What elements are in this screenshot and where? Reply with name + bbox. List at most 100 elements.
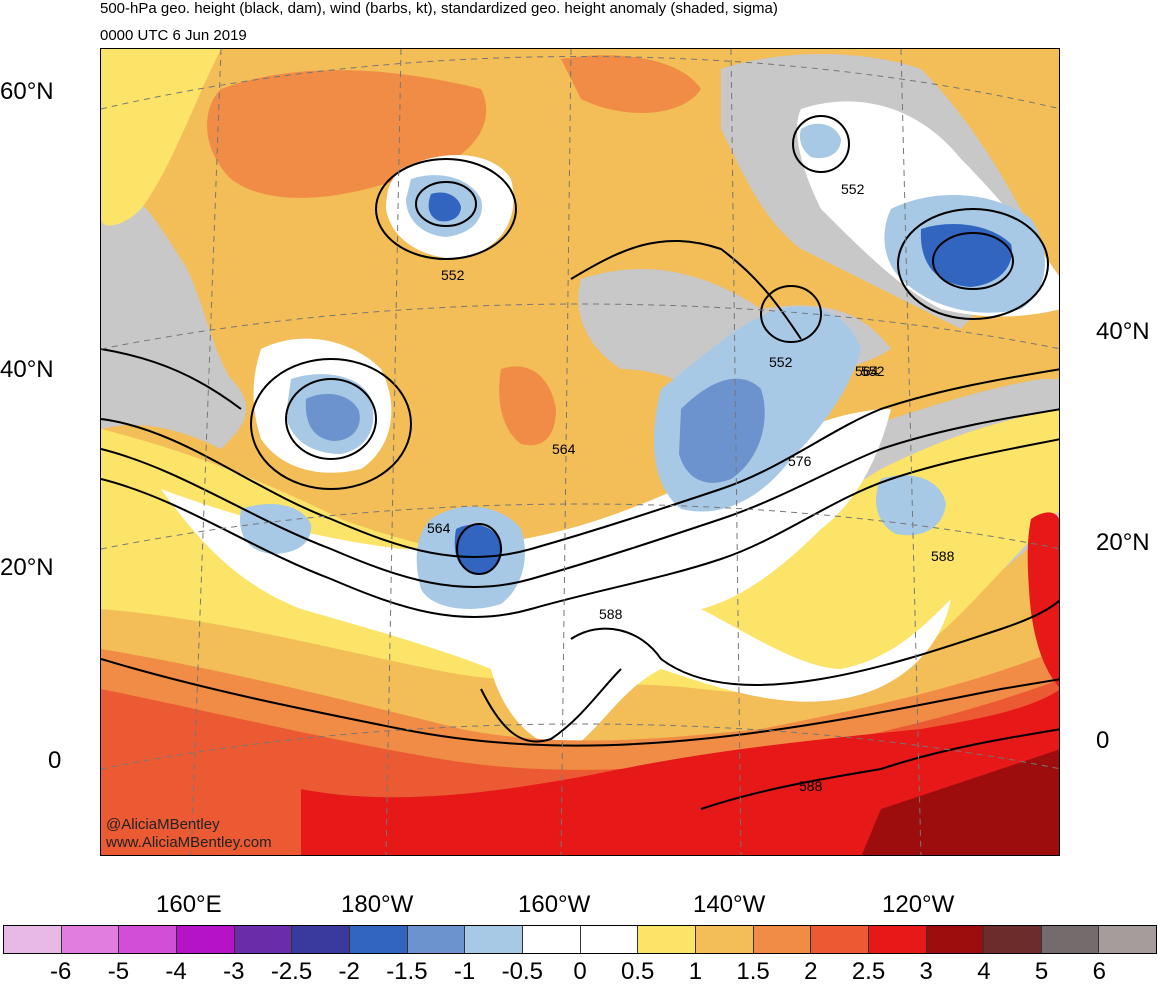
- contour-ne-inner: [932, 232, 1014, 290]
- anomaly-blue-bering-core: [428, 192, 461, 222]
- colorbar-box: [753, 926, 812, 953]
- contour-alaska: [570, 240, 802, 340]
- contour-west-edge: [101, 348, 242, 410]
- height-contours: [101, 115, 1059, 810]
- colorbar-tick-label: 1: [688, 958, 703, 985]
- anomaly-blue-mexico: [876, 475, 946, 536]
- colorbar-box: [61, 926, 120, 953]
- lat-label-0: 0: [48, 747, 62, 774]
- contour-label: 588: [599, 606, 623, 622]
- map-canvas: 552 552 552 552 564 564 564 576 588 588 …: [101, 49, 1059, 855]
- graticule-lon-160w: [560, 49, 572, 855]
- colorbar-box: [522, 926, 581, 953]
- contour-label: 552: [769, 354, 793, 370]
- contour-west-inner: [285, 378, 377, 460]
- colorbar-tick-label: -1: [453, 958, 476, 985]
- graticule-lon-180: [385, 49, 402, 855]
- graticule-lon-160e: [190, 49, 222, 855]
- colorbar-tick-label: -6: [50, 958, 72, 985]
- graticule-lat-20: [101, 503, 1059, 550]
- contour-tropical: [700, 728, 1059, 810]
- colorbar-box: [1041, 926, 1100, 953]
- contour-aleutian-inner: [456, 523, 502, 575]
- graticule-lat-0: [101, 723, 1059, 770]
- colorbar-tick-label: -3: [223, 958, 245, 985]
- lat-label-60n: 60°N: [0, 78, 54, 105]
- contour-label: 588: [931, 548, 955, 564]
- contour-576-line: [101, 408, 1059, 589]
- colorbar-box: [695, 926, 754, 953]
- colorbar-box: [176, 926, 235, 953]
- contour-564-line: [101, 368, 1059, 559]
- contour-label: 552: [441, 267, 465, 283]
- colorbar-tick-label: -2.5: [270, 958, 313, 985]
- anomaly-blue-gulf-alaska-core: [679, 378, 765, 483]
- colorbar-box: [234, 926, 293, 953]
- anomaly-blue-arctic: [799, 123, 841, 159]
- lon-label-180w: 180°W: [341, 891, 414, 918]
- colorbar-box: [349, 926, 408, 953]
- graticule-lon-140w: [730, 49, 742, 855]
- colorbar-box: [580, 926, 639, 953]
- colorbar-tick-label: -1.5: [386, 958, 428, 985]
- colorbar-box: [811, 926, 869, 953]
- colorbar-tick-label: 2: [804, 958, 818, 985]
- contour-bering-outer: [375, 158, 517, 260]
- contour-592: [101, 658, 1059, 747]
- colorbar-tick-label: 0: [573, 958, 587, 985]
- credit-handle: @AliciaMBentley: [106, 816, 220, 833]
- contour-588-hook: [480, 668, 622, 743]
- colorbar-box: [407, 926, 466, 953]
- colorbar-tick-label: 0.5: [621, 958, 655, 985]
- anomaly-yellow-north: [101, 49, 221, 226]
- graticule-lat-40: [101, 303, 1059, 350]
- anomaly-deepred-tropics: [301, 690, 1059, 855]
- anomaly-orange-alaska-gulf: [499, 366, 556, 446]
- contour-label: 588: [799, 778, 823, 794]
- graticule-lat-60: [101, 56, 1059, 110]
- colorbar-tick-label: 3: [919, 958, 933, 985]
- lat-label-40n-right: 40°N: [1096, 318, 1150, 345]
- contour-label: 564: [855, 363, 879, 379]
- contour-588-line: [101, 438, 1059, 619]
- colorbar-box: [119, 926, 177, 953]
- colorbar: [3, 925, 1157, 954]
- colorbar-box: [292, 926, 350, 953]
- credit-website: www.AliciaMBentley.com: [106, 834, 272, 851]
- anomaly-blue-west-core: [305, 393, 360, 441]
- colorbar-tick-label: -4: [165, 958, 187, 985]
- colorbar-box: [984, 926, 1042, 953]
- colorbar-tick-label: 4: [977, 958, 991, 985]
- contour-label: 564: [552, 441, 576, 457]
- graticule-lon-120w: [900, 49, 922, 855]
- contour-label: 552: [861, 363, 885, 379]
- lon-label-120w: 120°W: [882, 891, 955, 918]
- lat-label-20n: 20°N: [0, 554, 54, 581]
- anomaly-red-east-coast: [1027, 512, 1059, 687]
- contour-bering-inner: [415, 181, 477, 227]
- contour-gulf-inner: [760, 285, 822, 343]
- lat-label-0-right: 0: [1096, 727, 1110, 754]
- colorbar-box: [465, 926, 523, 953]
- anomaly-blue-northeast-core: [920, 224, 1012, 287]
- land-northwest: [101, 179, 247, 449]
- title-line-1: 500-hPa geo. height (black, dam), wind (…: [100, 0, 778, 17]
- colorbar-tick-label: -5: [107, 958, 130, 985]
- colorbar-tick-label: 6: [1092, 958, 1106, 985]
- contour-ne-outer: [897, 208, 1049, 320]
- contour-588-tropics: [570, 599, 1059, 686]
- contour-west-outer: [250, 358, 412, 490]
- colorbar-tick-label: 5: [1034, 958, 1049, 985]
- colorbar-box: [926, 926, 985, 953]
- colorbar-tick-label: -2: [338, 958, 360, 985]
- lon-label-140w: 140°W: [693, 891, 766, 918]
- anomaly-orange-north2: [561, 55, 701, 113]
- anomaly-yellow-midlat: [101, 409, 1059, 693]
- lat-label-40n: 40°N: [0, 356, 54, 383]
- lon-label-160w: 160°W: [518, 891, 591, 918]
- colorbar-box: [1099, 926, 1157, 953]
- colorbar-box: [868, 926, 927, 953]
- contour-label: 564: [427, 520, 451, 536]
- colorbar-tick-label: 1.5: [736, 958, 770, 985]
- anomaly-blue-aleutian-core: [454, 524, 502, 574]
